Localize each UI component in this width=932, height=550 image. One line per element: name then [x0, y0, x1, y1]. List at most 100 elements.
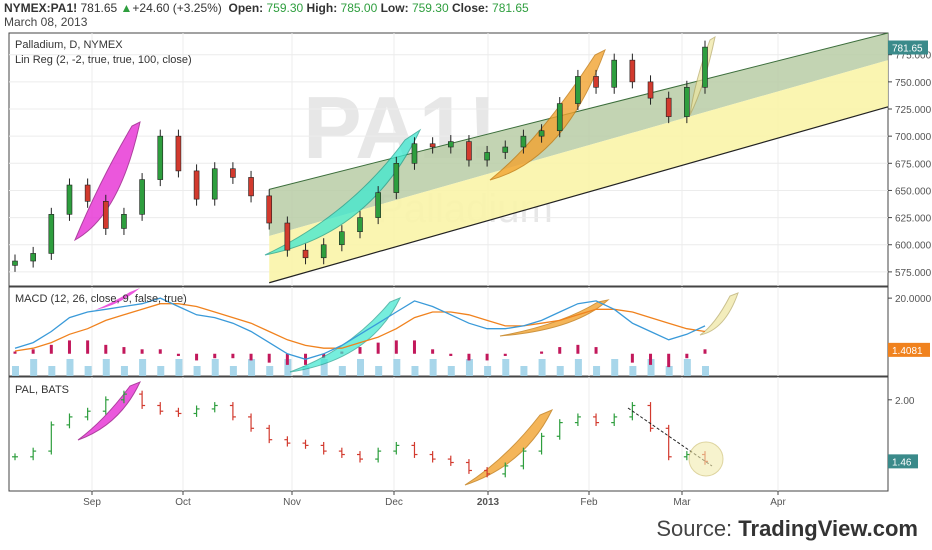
candle-body	[139, 179, 145, 215]
last-price: 781.65	[80, 1, 118, 15]
candle-body	[575, 76, 581, 104]
chart-header: NYMEX:PA1! 781.65 ▲+24.60 (+3.25%) Open:…	[4, 1, 924, 31]
candle-body	[684, 86, 690, 117]
candle-body	[30, 253, 36, 262]
candle-body	[593, 76, 599, 88]
pal-last-tag-label: 1.46	[892, 457, 912, 468]
last-price-tag-label: 781.65	[892, 43, 923, 54]
price-tick-label: 750.000	[895, 78, 932, 89]
candle-body	[284, 222, 291, 251]
candle-body	[647, 81, 654, 99]
price-tick-label: 625.000	[895, 214, 932, 225]
candle-body	[48, 214, 55, 254]
pal-annotation-orange	[464, 409, 554, 486]
last-price-tag	[888, 40, 928, 55]
bar-date: March 08, 2013	[4, 15, 88, 29]
pal-last-tag	[888, 454, 918, 469]
candle-body	[447, 141, 454, 148]
volume-bar	[429, 359, 437, 376]
macd-tick-label: 20.0000	[895, 294, 932, 305]
pane-frame-3	[8, 376, 889, 492]
candle-body	[538, 130, 545, 137]
candle-body	[556, 103, 563, 132]
volume-bar	[30, 359, 38, 376]
volume-bar	[629, 366, 637, 376]
x-tick-label: Feb	[580, 497, 598, 508]
price-tick-label: 575.000	[895, 268, 932, 279]
low-value: 759.30	[411, 1, 449, 15]
volume-bar	[320, 359, 328, 376]
volume-bar	[702, 366, 709, 376]
volume-bar	[284, 359, 292, 376]
price-tick-label: 725.000	[895, 105, 932, 116]
volume-bar	[357, 359, 364, 376]
volume-bar	[683, 359, 691, 376]
volume-bar	[84, 366, 92, 376]
volume-bar	[229, 366, 237, 376]
volume-bar	[484, 366, 492, 376]
volume-bar	[266, 366, 274, 376]
candle-body	[211, 168, 218, 200]
volume-bar	[556, 366, 564, 376]
macd-annotation-magenta	[95, 288, 140, 310]
candle-body	[411, 143, 418, 164]
candle-body	[339, 231, 345, 246]
regression-lower-line	[269, 106, 889, 284]
volume-bar	[411, 366, 419, 376]
volume-bar	[393, 359, 401, 376]
source-prefix: Source:	[656, 516, 739, 541]
volume-bar	[520, 366, 528, 376]
pal-pane-title: PAL, BATS	[15, 384, 69, 396]
macd-last-tag	[888, 342, 930, 357]
close-label: Close:	[451, 1, 489, 15]
volume-bar	[120, 366, 128, 376]
candle-body	[302, 249, 309, 259]
candle-body	[702, 46, 708, 88]
macd-last-tag-label: 1.4081	[892, 346, 923, 357]
volume-bar	[302, 366, 310, 376]
up-arrow-icon: ▲	[120, 1, 133, 15]
regression-upper-line	[269, 32, 889, 190]
x-tick-label: Nov	[283, 497, 301, 508]
price-tick-label: 675.000	[895, 159, 932, 170]
pal-tick-label: 2.00	[895, 396, 915, 407]
price-pane-title: Palladium, D, NYMEX	[15, 39, 123, 51]
volume-bar	[375, 366, 383, 376]
volume-bar	[465, 359, 473, 376]
x-tick-label: 2013	[477, 497, 500, 508]
macd-annotation-cyan	[289, 297, 402, 373]
symbol: NYMEX:PA1!	[4, 1, 78, 15]
candle-body	[66, 184, 73, 215]
volume-bar	[538, 359, 546, 376]
candle-body	[629, 59, 636, 83]
annotation-cyan	[264, 128, 422, 256]
candle-body	[175, 135, 182, 172]
candle-body	[665, 97, 672, 117]
volume-bar	[211, 359, 219, 376]
open-value: 759.30	[266, 1, 304, 15]
candle-body	[520, 135, 527, 148]
candle-body	[611, 59, 618, 88]
high-value: 785.00	[340, 1, 378, 15]
volume-bar	[502, 359, 510, 376]
candle-body	[266, 195, 273, 224]
low-label: Low:	[380, 1, 409, 15]
candle-body	[320, 244, 327, 259]
regression-lower-band	[269, 60, 888, 283]
price-tick-label: 650.000	[895, 186, 932, 197]
candle-body	[484, 152, 490, 161]
price-pane-subtitle: Lin Reg (2, -2, true, true, 100, close)	[15, 54, 192, 66]
x-tick-label: Oct	[175, 497, 191, 508]
candle-body	[248, 177, 254, 197]
pal-annotation-circle	[688, 441, 724, 477]
candle-body	[121, 214, 127, 229]
volume-bar	[175, 359, 183, 376]
x-tick-label: Sep	[83, 497, 101, 508]
candle-body	[230, 168, 236, 178]
volume-bar	[157, 366, 165, 376]
macd-signal-line	[14, 303, 706, 352]
x-tick-label: Dec	[385, 497, 403, 508]
volume-bar	[593, 366, 601, 376]
tradingview-logo: TradingView.com	[738, 516, 918, 541]
